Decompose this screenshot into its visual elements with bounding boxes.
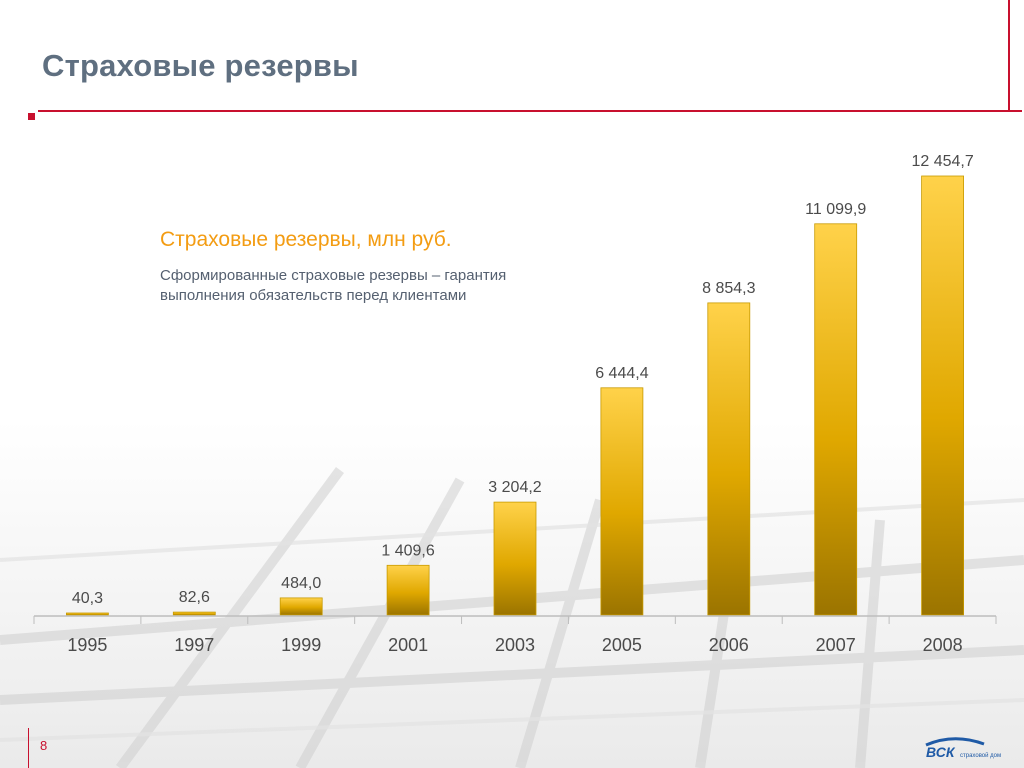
value-label-2001: 1 409,6 — [381, 542, 434, 559]
logo-tagline: страховой дом — [960, 752, 1001, 759]
x-tick-label-2001: 2001 — [388, 635, 428, 655]
slide-title: Страховые резервы — [42, 48, 359, 83]
bar-2005 — [600, 387, 644, 616]
chart-subtitle: Страховые резервы, млн руб. — [160, 228, 452, 251]
title-rule-vertical — [1008, 0, 1010, 111]
x-tick-label-2008: 2008 — [923, 635, 963, 655]
logo-text: ВСК — [926, 744, 956, 760]
x-tick-label-1999: 1999 — [281, 635, 321, 655]
bar-1999 — [279, 597, 323, 616]
x-tick-label-2005: 2005 — [602, 635, 642, 655]
value-label-1995: 40,3 — [72, 590, 103, 607]
bar-2007 — [814, 223, 858, 616]
page-number: 8 — [40, 738, 48, 753]
x-tick-label-2003: 2003 — [495, 635, 535, 655]
chart-description: Сформированные страховые резервы – гаран… — [160, 267, 507, 304]
value-label-2003: 3 204,2 — [488, 479, 541, 496]
bar-1997 — [172, 611, 216, 616]
title-rule-square — [28, 113, 35, 120]
value-label-2008: 12 454,7 — [911, 153, 973, 170]
bar-2003 — [493, 501, 537, 616]
bar-2008 — [921, 175, 964, 616]
x-tick-label-2006: 2006 — [709, 635, 749, 655]
title-rule — [38, 110, 1022, 112]
bar-2001 — [386, 564, 430, 616]
x-tick-label-1995: 1995 — [67, 635, 107, 655]
value-label-2006: 8 854,3 — [702, 280, 755, 297]
bar-2006 — [707, 302, 751, 616]
bar-1995 — [66, 612, 109, 616]
x-tick-label-1997: 1997 — [174, 635, 214, 655]
value-label-2005: 6 444,4 — [595, 365, 648, 382]
footer-rule — [28, 728, 29, 768]
value-label-2007: 11 099,9 — [805, 201, 866, 218]
x-tick-label-2007: 2007 — [816, 635, 856, 655]
value-label-1997: 82,6 — [179, 589, 210, 606]
value-label-1999: 484,0 — [281, 575, 321, 592]
vsk-logo: ВСК страховой дом — [925, 737, 1001, 760]
